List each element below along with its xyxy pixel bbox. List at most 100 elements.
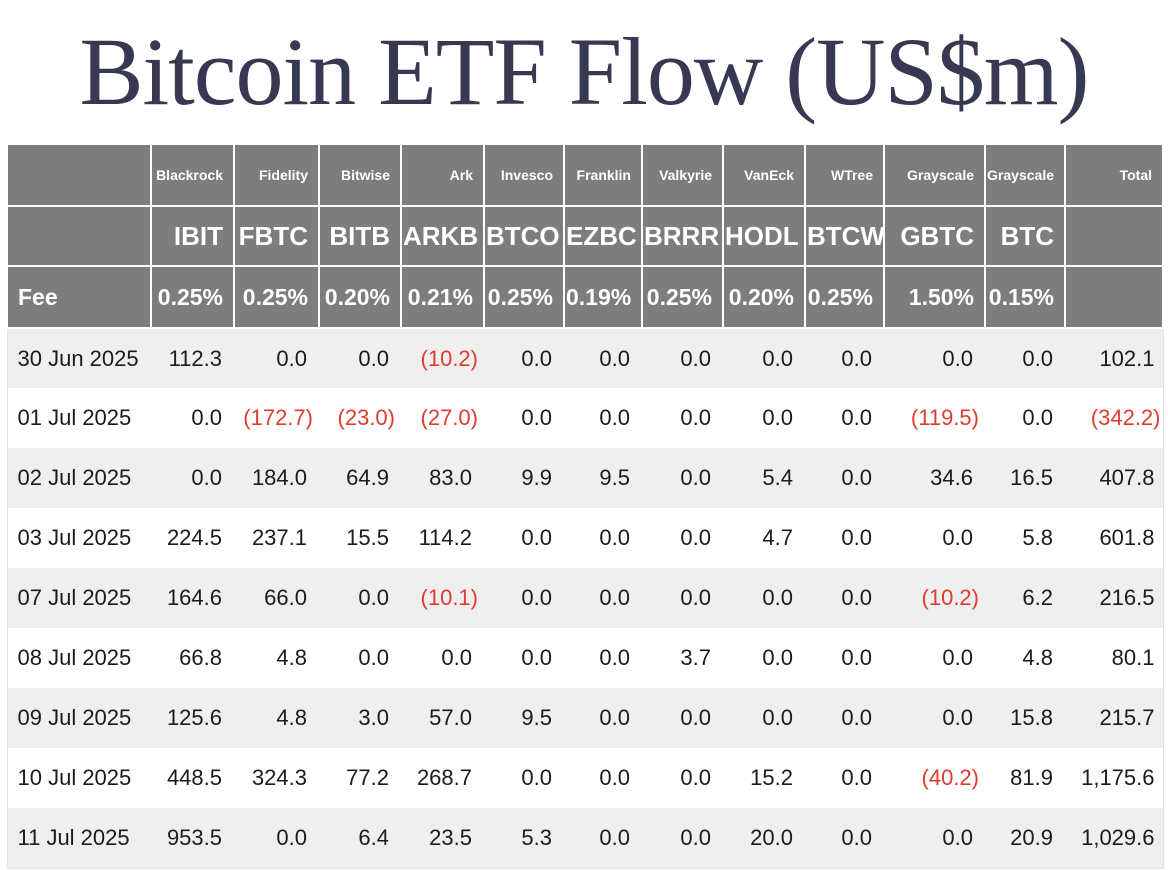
value-cell: 0.0 bbox=[358, 585, 389, 610]
total-cell: 216.5 bbox=[1099, 585, 1155, 610]
value-cell: 15.2 bbox=[750, 765, 793, 790]
value-cell: 0.0 bbox=[680, 465, 711, 490]
value-cell: 0.0 bbox=[680, 765, 711, 790]
value-cell: 0.0 bbox=[521, 405, 552, 430]
value-cell: 125.6 bbox=[166, 705, 222, 730]
value-cell: 0.0 bbox=[680, 405, 711, 430]
table-body: 30 Jun 2025 112.3 0.0 0.0 (10.2) 0.0 0.0… bbox=[7, 328, 1163, 868]
row-date: 07 Jul 2025 bbox=[17, 585, 132, 610]
table-row: 08 Jul 2025 66.8 4.8 0.0 0.0 0.0 0.0 3.7… bbox=[7, 628, 1163, 688]
value-cell: 23.5 bbox=[429, 824, 472, 850]
value-cell: 0.0 bbox=[599, 405, 630, 430]
value-cell: 83.0 bbox=[429, 465, 472, 490]
fee-row-label: Fee bbox=[6, 265, 152, 329]
row-date: 30 Jun 2025 bbox=[17, 345, 139, 371]
total-cell: 80.1 bbox=[1111, 645, 1155, 670]
value-cell: (172.7) bbox=[243, 405, 313, 430]
value-cell: 9.5 bbox=[521, 705, 552, 730]
ticker-header: GBTC bbox=[883, 205, 986, 267]
value-cell: 66.8 bbox=[179, 645, 222, 670]
value-cell: 3.7 bbox=[680, 645, 711, 670]
value-cell: 5.3 bbox=[521, 824, 552, 850]
corner-cell bbox=[6, 205, 152, 267]
value-cell: 112.3 bbox=[168, 345, 222, 371]
value-cell: 15.8 bbox=[1010, 705, 1053, 730]
value-cell: 237.1 bbox=[251, 525, 307, 550]
row-date: 02 Jul 2025 bbox=[17, 465, 132, 490]
provider-header-row: Blackrock Fidelity Bitwise Ark Invesco F… bbox=[6, 143, 1164, 207]
value-cell: 0.0 bbox=[521, 525, 552, 550]
value-cell: 0.0 bbox=[521, 765, 552, 790]
provider-header: Franklin bbox=[563, 143, 643, 207]
value-cell: 268.7 bbox=[416, 765, 472, 790]
table-header: Blackrock Fidelity Bitwise Ark Invesco F… bbox=[6, 143, 1164, 329]
value-cell: 3.0 bbox=[358, 705, 389, 730]
value-cell: (27.0) bbox=[420, 405, 478, 430]
fee-header-row: Fee 0.25% 0.25% 0.20% 0.21% 0.25% 0.19% … bbox=[6, 265, 1164, 329]
value-cell: 0.0 bbox=[680, 585, 711, 610]
value-cell: 0.0 bbox=[441, 645, 472, 670]
value-cell: 6.4 bbox=[358, 824, 389, 850]
row-date: 11 Jul 2025 bbox=[17, 824, 130, 850]
total-cell: 1,175.6 bbox=[1081, 765, 1155, 790]
value-cell: 0.0 bbox=[599, 765, 630, 790]
fee-value: 0.25% bbox=[233, 265, 320, 329]
value-cell: 0.0 bbox=[599, 585, 630, 610]
value-cell: 64.9 bbox=[346, 465, 389, 490]
etf-flow-table: Blackrock Fidelity Bitwise Ark Invesco F… bbox=[6, 143, 1164, 869]
total-ticker-cell-empty bbox=[1064, 205, 1164, 267]
value-cell: 0.0 bbox=[841, 585, 872, 610]
provider-header: Fidelity bbox=[233, 143, 320, 207]
value-cell: 0.0 bbox=[599, 345, 630, 371]
value-cell: 0.0 bbox=[599, 824, 630, 850]
value-cell: 4.8 bbox=[276, 645, 307, 670]
table-row: 01 Jul 2025 0.0 (172.7) (23.0) (27.0) 0.… bbox=[7, 388, 1163, 448]
value-cell: 77.2 bbox=[346, 765, 389, 790]
value-cell: 224.5 bbox=[166, 525, 222, 550]
value-cell: 0.0 bbox=[276, 824, 307, 850]
value-cell: 0.0 bbox=[762, 645, 793, 670]
ticker-header-row: IBIT FBTC BITB ARKB BTCO EZBC BRRR HODL … bbox=[6, 205, 1164, 267]
value-cell: 0.0 bbox=[680, 705, 711, 730]
title-area: Bitcoin ETF Flow (US$m) bbox=[0, 0, 1168, 143]
total-cell: 215.7 bbox=[1099, 705, 1155, 730]
provider-header: Valkyrie bbox=[641, 143, 724, 207]
value-cell: 0.0 bbox=[841, 645, 872, 670]
value-cell: 34.6 bbox=[930, 465, 973, 490]
value-cell: 0.0 bbox=[680, 345, 711, 371]
value-cell: 0.0 bbox=[191, 465, 222, 490]
value-cell: 9.5 bbox=[599, 465, 630, 490]
value-cell: (10.1) bbox=[420, 585, 478, 610]
fee-value: 0.20% bbox=[318, 265, 402, 329]
value-cell: (119.5) bbox=[910, 405, 979, 430]
value-cell: 0.0 bbox=[191, 405, 222, 430]
provider-header: WTree bbox=[804, 143, 885, 207]
total-cell: (342.2) bbox=[1090, 405, 1161, 430]
value-cell: 0.0 bbox=[841, 405, 872, 430]
fee-value: 1.50% bbox=[883, 265, 986, 329]
value-cell: 20.9 bbox=[1010, 824, 1053, 850]
value-cell: 4.8 bbox=[1022, 645, 1053, 670]
value-cell: 16.5 bbox=[1010, 465, 1053, 490]
value-cell: 0.0 bbox=[942, 345, 973, 371]
value-cell: 0.0 bbox=[358, 645, 389, 670]
row-date: 10 Jul 2025 bbox=[17, 765, 132, 790]
ticker-header: BTCW bbox=[804, 205, 885, 267]
fee-value: 0.25% bbox=[804, 265, 885, 329]
value-cell: 0.0 bbox=[942, 645, 973, 670]
value-cell: 448.5 bbox=[166, 765, 222, 790]
provider-header: VanEck bbox=[722, 143, 806, 207]
value-cell: 0.0 bbox=[841, 345, 872, 371]
table-row: 03 Jul 2025 224.5 237.1 15.5 114.2 0.0 0… bbox=[7, 508, 1163, 568]
value-cell: 184.0 bbox=[251, 465, 307, 490]
value-cell: 0.0 bbox=[599, 525, 630, 550]
value-cell: 5.4 bbox=[762, 465, 793, 490]
value-cell: 0.0 bbox=[1022, 405, 1053, 430]
ticker-header: EZBC bbox=[563, 205, 643, 267]
value-cell: 0.0 bbox=[942, 824, 973, 850]
value-cell: 0.0 bbox=[276, 345, 307, 371]
value-cell: 0.0 bbox=[762, 345, 793, 371]
value-cell: 0.0 bbox=[762, 705, 793, 730]
ticker-header: IBIT bbox=[150, 205, 235, 267]
value-cell: 0.0 bbox=[521, 585, 552, 610]
